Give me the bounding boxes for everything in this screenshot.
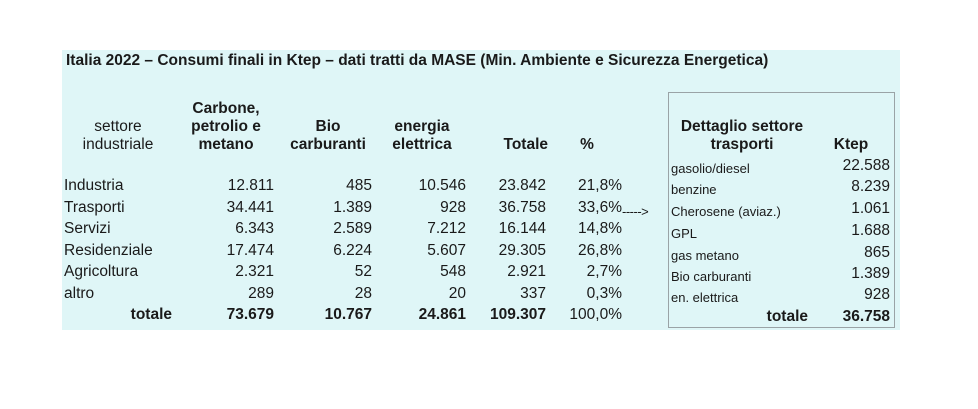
detail-row-5-value: 865: [864, 244, 890, 261]
row-1-fossil: 12.811: [227, 177, 274, 194]
row-5-pct: 2,7%: [586, 263, 622, 280]
row-6-pct: 0,3%: [586, 284, 622, 302]
detail-row-1-value: 22.588: [842, 157, 890, 174]
detail-totals-label: totale: [766, 308, 808, 325]
row-4-bio: 6.224: [333, 241, 372, 259]
row-6-fossil: 289: [248, 284, 274, 302]
totals-fossil: 73.679: [226, 306, 274, 323]
row-6-total: 337: [520, 284, 546, 302]
detail-row-2-label: benzine: [671, 182, 717, 197]
detail-totals-value: 36.758: [842, 308, 890, 325]
detail-header-item: Dettaglio settore trasporti: [680, 118, 804, 153]
totals-total: 109.307: [489, 306, 546, 323]
row-2-pct: 33,6%: [578, 198, 622, 216]
row-3-fossil: 6.343: [235, 220, 274, 237]
row-5-total: 2.921: [507, 263, 546, 280]
totals-elec: 24.861: [418, 306, 466, 323]
detail-row-4-label: GPL: [671, 226, 698, 241]
detail-row-7-label: en. elettrica: [671, 290, 739, 305]
totals-bio: 10.767: [324, 306, 372, 323]
totals-label: totale: [130, 306, 172, 323]
header-elec: energia elettrica: [392, 118, 452, 153]
row-1-elec: 10.546: [418, 177, 466, 194]
row-4-fossil: 17.474: [226, 241, 274, 259]
totals-pct: 100,0%: [569, 306, 622, 323]
row-4-pct: 26,8%: [578, 241, 622, 259]
row-2-total: 36.758: [498, 198, 546, 216]
detail-row-4-value: 1.688: [851, 222, 890, 239]
row-3-elec: 7.212: [427, 220, 466, 237]
row-1-total: 23.842: [498, 177, 546, 194]
detail-row-3-value: 1.061: [851, 200, 890, 217]
header-bio: Bio carburanti: [290, 118, 366, 153]
detail-row-5-label: gas metano: [671, 248, 739, 263]
row-1-sector: Industria: [64, 177, 124, 194]
row-5-bio: 52: [354, 263, 372, 280]
header-pct: %: [580, 136, 594, 153]
detail-row-3-label: Cherosene (aviaz.): [671, 204, 781, 219]
row-2-elec: 928: [440, 198, 466, 216]
detail-row-6-label: Bio carburanti: [671, 269, 752, 284]
header-fossil: Carbone, petrolio e metano: [191, 100, 261, 153]
header-sector: settore industriale: [82, 118, 154, 153]
detail-box: [668, 92, 895, 328]
detail-header-value: Ktep: [833, 136, 869, 153]
row-3-bio: 2.589: [333, 220, 372, 237]
row-6-sector: altro: [64, 284, 95, 302]
row-3-total: 16.144: [498, 220, 546, 237]
row-2-sector: Trasporti: [64, 198, 125, 216]
row-4-sector: Residenziale: [64, 241, 153, 259]
detail-row-6-value: 1.389: [851, 265, 890, 282]
header-total: Totale: [503, 136, 549, 153]
page-title: Italia 2022 – Consumi finali in Ktep – d…: [66, 52, 769, 69]
row-6-bio: 28: [354, 284, 372, 302]
row-5-elec: 548: [440, 263, 466, 280]
row-2-bio: 1.389: [333, 198, 372, 216]
detail-row-1-label: gasolio/diesel: [671, 161, 750, 176]
row-3-sector: Servizi: [64, 220, 111, 237]
row-5-sector: Agricoltura: [64, 263, 139, 280]
row-5-fossil: 2.321: [235, 263, 274, 280]
detail-row-2-value: 8.239: [851, 178, 890, 195]
row-2-fossil: 34.441: [226, 198, 274, 216]
row-1-pct: 21,8%: [578, 177, 622, 194]
row-6-elec: 20: [448, 284, 466, 302]
row-4-total: 29.305: [498, 241, 546, 259]
row-4-elec: 5.607: [427, 241, 466, 259]
detail-row-7-value: 928: [864, 286, 890, 303]
row-3-pct: 14,8%: [578, 220, 622, 237]
arrow-indicator: ----->: [622, 204, 649, 219]
table-panel: [62, 50, 900, 330]
row-1-bio: 485: [346, 177, 372, 194]
